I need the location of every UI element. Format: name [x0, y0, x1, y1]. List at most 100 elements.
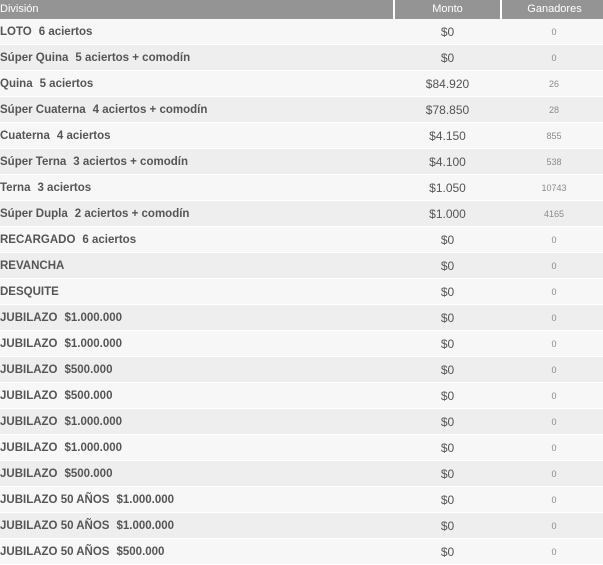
- cell-division: JUBILAZO $1.000.000: [0, 330, 394, 357]
- table-row: JUBILAZO $1.000.000 $0 0: [0, 408, 603, 435]
- cell-ganadores: 0: [501, 252, 603, 279]
- division-name: REVANCHA: [0, 259, 65, 272]
- division-name: JUBILAZO: [0, 337, 58, 350]
- cell-ganadores: 0: [501, 278, 603, 305]
- cell-ganadores: 538: [501, 148, 603, 175]
- table-row: JUBILAZO $1.000.000 $0 0: [0, 434, 603, 461]
- cell-monto: $0: [394, 356, 501, 383]
- division-detail: 6 aciertos: [38, 25, 93, 38]
- cell-monto: $0: [394, 278, 501, 305]
- division-name: JUBILAZO: [0, 311, 58, 324]
- cell-ganadores: 0: [501, 460, 603, 487]
- cell-ganadores: 4165: [501, 200, 603, 227]
- division-detail: $1.000.000: [64, 415, 123, 428]
- division-name: JUBILAZO: [0, 389, 58, 402]
- cell-division: Terna 3 aciertos: [0, 174, 394, 201]
- cell-ganadores: 0: [501, 408, 603, 435]
- division-name: Cuaterna: [0, 129, 50, 142]
- table-row: JUBILAZO 50 AÑOS $1.000.000 $0 0: [0, 486, 603, 513]
- cell-division: RECARGADO 6 aciertos: [0, 226, 394, 253]
- cell-ganadores: 28: [501, 96, 603, 123]
- division-name: Súper Cuaterna: [0, 103, 86, 116]
- cell-division: JUBILAZO 50 AÑOS $500.000: [0, 538, 394, 565]
- table-row: DESQUITE $0 0: [0, 278, 603, 305]
- cell-monto: $0: [394, 538, 501, 565]
- division-name: JUBILAZO: [0, 415, 58, 428]
- division-detail: 5 aciertos + comodín: [75, 51, 191, 64]
- table-row: JUBILAZO $500.000 $0 0: [0, 356, 603, 383]
- cell-division: JUBILAZO $500.000: [0, 356, 394, 383]
- cell-monto: $1.000: [394, 200, 501, 227]
- cell-division: Súper Quina 5 aciertos + comodín: [0, 44, 394, 71]
- cell-division: JUBILAZO $500.000: [0, 382, 394, 409]
- table-row: Cuaterna 4 aciertos $4.150 855: [0, 122, 603, 149]
- table-row: RECARGADO 6 aciertos $0 0: [0, 226, 603, 253]
- division-name: Súper Dupla: [0, 207, 68, 220]
- division-detail: 2 aciertos + comodín: [74, 207, 190, 220]
- division-detail: 4 aciertos: [56, 129, 111, 142]
- division-name: JUBILAZO 50 AÑOS: [0, 493, 110, 506]
- cell-division: JUBILAZO 50 AÑOS $1.000.000: [0, 486, 394, 513]
- cell-ganadores: 0: [501, 434, 603, 461]
- division-name: RECARGADO: [0, 233, 76, 246]
- division-detail: $500.000: [64, 389, 113, 402]
- table-row: REVANCHA $0 0: [0, 252, 603, 279]
- cell-ganadores: 10743: [501, 174, 603, 201]
- division-name: Súper Quina: [0, 51, 69, 64]
- cell-ganadores: 0: [501, 486, 603, 513]
- division-name: JUBILAZO 50 AÑOS: [0, 519, 110, 532]
- division-detail: 6 aciertos: [82, 233, 137, 246]
- column-header-ganadores[interactable]: Ganadores: [501, 0, 603, 19]
- cell-monto: $0: [394, 226, 501, 253]
- cell-division: JUBILAZO $1.000.000: [0, 408, 394, 435]
- table-row: Súper Terna 3 aciertos + comodín $4.100 538: [0, 148, 603, 175]
- cell-ganadores: 0: [501, 330, 603, 357]
- division-name: JUBILAZO 50 AÑOS: [0, 545, 110, 558]
- table-header: División Monto Ganadores: [0, 0, 603, 19]
- table-row: JUBILAZO $500.000 $0 0: [0, 460, 603, 487]
- cell-monto: $4.100: [394, 148, 501, 175]
- table-row: LOTO 6 aciertos $0 0: [0, 19, 603, 45]
- cell-division: Súper Cuaterna 4 aciertos + comodín: [0, 96, 394, 123]
- division-name: LOTO: [0, 25, 32, 38]
- cell-ganadores: 855: [501, 122, 603, 149]
- division-name: JUBILAZO: [0, 363, 58, 376]
- cell-monto: $84.920: [394, 70, 501, 97]
- cell-monto: $0: [394, 408, 501, 435]
- cell-monto: $0: [394, 486, 501, 513]
- division-detail: $1.000.000: [64, 311, 123, 324]
- cell-monto: $1.050: [394, 174, 501, 201]
- division-name: JUBILAZO: [0, 467, 58, 480]
- table-row: Súper Cuaterna 4 aciertos + comodín $78.85…: [0, 96, 603, 123]
- cell-ganadores: 0: [501, 304, 603, 331]
- column-header-division[interactable]: División: [0, 0, 395, 19]
- division-name: JUBILAZO: [0, 441, 58, 454]
- cell-ganadores: 0: [501, 382, 603, 409]
- table-row: JUBILAZO $500.000 $0 0: [0, 382, 603, 409]
- cell-division: LOTO 6 aciertos: [0, 19, 394, 45]
- cell-division: Súper Dupla 2 aciertos + comodín: [0, 200, 394, 227]
- division-detail: $500.000: [64, 467, 113, 480]
- column-header-monto[interactable]: Monto: [394, 0, 502, 19]
- table-body: LOTO 6 aciertos $0 0 Súper Quina 5 aciertos +…: [0, 19, 603, 565]
- cell-monto: $0: [394, 19, 501, 45]
- cell-monto: $0: [394, 44, 501, 71]
- cell-monto: $0: [394, 330, 501, 357]
- division-detail: $500.000: [116, 545, 165, 558]
- division-detail: 4 aciertos + comodín: [92, 103, 208, 116]
- cell-monto: $0: [394, 434, 501, 461]
- table-row: Súper Dupla 2 aciertos + comodín $1.000 416…: [0, 200, 603, 227]
- cell-division: Súper Terna 3 aciertos + comodín: [0, 148, 394, 175]
- table-row: JUBILAZO 50 AÑOS $500.000 $0 0: [0, 538, 603, 565]
- division-detail: 3 aciertos + comodín: [73, 155, 188, 168]
- division-name: Quina: [0, 77, 33, 90]
- cell-division: JUBILAZO $500.000: [0, 460, 394, 487]
- cell-monto: $0: [394, 512, 501, 539]
- cell-division: JUBILAZO $1.000.000: [0, 434, 394, 461]
- cell-ganadores: 0: [501, 512, 603, 539]
- cell-division: Cuaterna 4 aciertos: [0, 122, 394, 149]
- cell-division: JUBILAZO $1.000.000: [0, 304, 394, 331]
- cell-ganadores: 0: [501, 356, 603, 383]
- cell-division: DESQUITE: [0, 278, 394, 305]
